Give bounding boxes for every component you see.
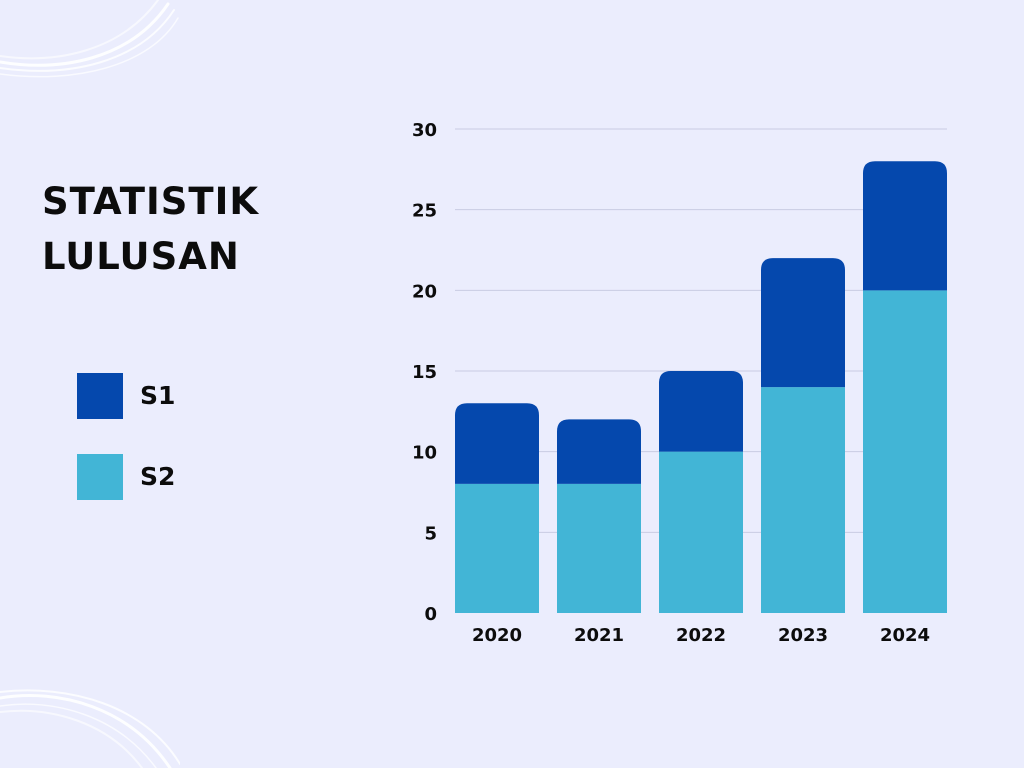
y-tick-label: 25 (412, 201, 437, 222)
y-tick-label: 0 (424, 604, 437, 625)
y-tick-label: 5 (424, 523, 437, 544)
x-tick-label: 2024 (880, 625, 930, 646)
bar-s2-2023 (761, 387, 845, 613)
x-tick-label: 2021 (574, 625, 624, 646)
legend-label-s2: S2 (140, 462, 176, 491)
title-line-1: STATISTIK (42, 180, 260, 223)
y-tick-label: 30 (412, 120, 437, 141)
title-line-2: LULUSAN (42, 235, 240, 278)
bar-s1-2021 (557, 419, 641, 484)
legend-item-s1: S1 (77, 373, 277, 419)
bar-s1-2022 (659, 371, 743, 452)
y-tick-label: 20 (412, 281, 437, 302)
bar-s1-2023 (761, 258, 845, 388)
x-tick-label: 2022 (676, 625, 726, 646)
legend-swatch-s1 (77, 373, 123, 419)
x-tick-label: 2023 (778, 625, 828, 646)
bar-s2-2021 (557, 483, 641, 613)
legend-swatch-s2 (77, 454, 123, 500)
bar-s2-2022 (659, 451, 743, 613)
y-tick-label: 10 (412, 443, 437, 464)
bar-s2-2020 (455, 483, 539, 613)
x-tick-label: 2020 (472, 625, 522, 646)
y-tick-label: 15 (412, 362, 437, 383)
bar-s2-2024 (863, 290, 947, 613)
legend-label-s1: S1 (140, 381, 176, 410)
bar-s1-2020 (455, 403, 539, 484)
legend-item-s2: S2 (77, 454, 277, 500)
page-title: STATISTIK LULUSAN (42, 174, 259, 284)
bar-s1-2024 (863, 161, 947, 291)
